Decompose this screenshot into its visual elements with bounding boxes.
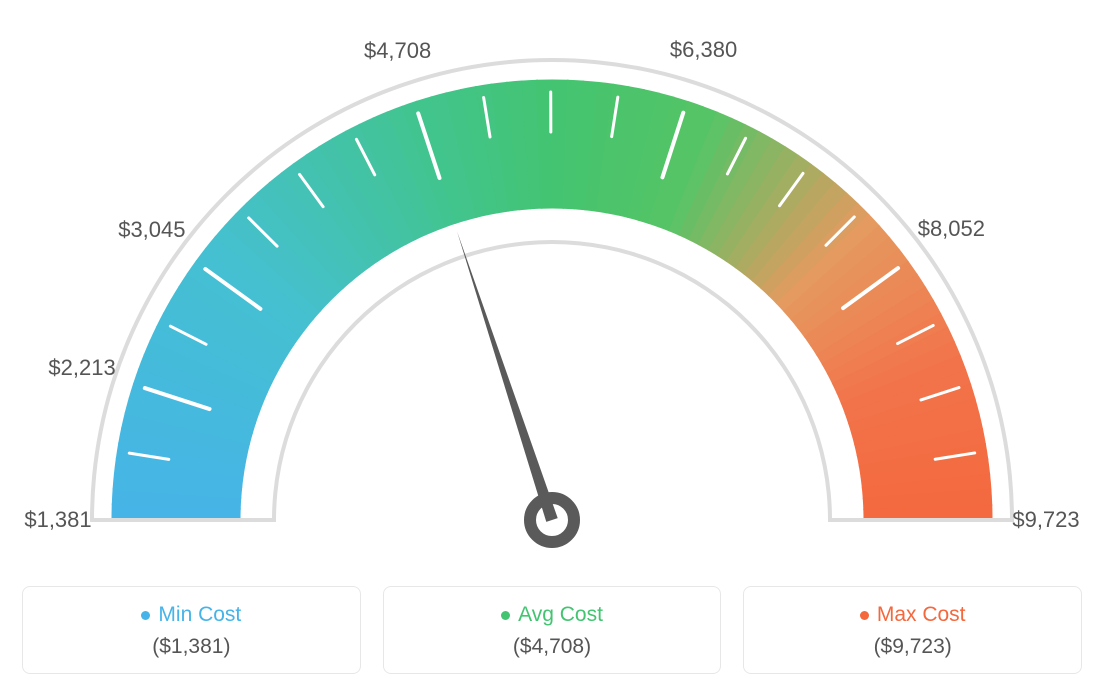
gauge-tick-label: $6,380 <box>670 37 737 63</box>
gauge-tick-label: $1,381 <box>24 507 91 533</box>
gauge-tick-label: $8,052 <box>918 216 985 242</box>
gauge-color-arc <box>112 80 992 521</box>
legend-label-max: Max Cost <box>877 603 966 627</box>
legend-title-max: Max Cost <box>860 603 966 627</box>
legend-dot-min <box>141 611 150 620</box>
cost-gauge: $1,381 $2,213 $3,045 $4,708 $6,380 $8,052 $9,7… <box>0 0 1104 560</box>
gauge-tick-label: $4,708 <box>364 38 431 64</box>
gauge-tick-label: $2,213 <box>48 355 115 381</box>
legend-card-min: Min Cost ($1,381) <box>22 586 361 674</box>
legend-label-avg: Avg Cost <box>518 603 603 627</box>
gauge-needle <box>457 231 558 522</box>
legend-card-max: Max Cost ($9,723) <box>743 586 1082 674</box>
legend-dot-max <box>860 611 869 620</box>
legend-title-min: Min Cost <box>141 603 241 627</box>
legend-title-avg: Avg Cost <box>501 603 603 627</box>
legend-value-avg: ($4,708) <box>394 635 711 659</box>
gauge-tick-label: $9,723 <box>1012 507 1079 533</box>
legend-value-max: ($9,723) <box>754 635 1071 659</box>
gauge-tick-label: $3,045 <box>118 217 185 243</box>
gauge-outline-inner <box>272 240 832 520</box>
gauge-svg <box>0 0 1104 560</box>
legend-card-avg: Avg Cost ($4,708) <box>383 586 722 674</box>
legend-row: Min Cost ($1,381) Avg Cost ($4,708) Max … <box>0 586 1104 674</box>
legend-value-min: ($1,381) <box>33 635 350 659</box>
legend-dot-avg <box>501 611 510 620</box>
legend-label-min: Min Cost <box>158 603 241 627</box>
